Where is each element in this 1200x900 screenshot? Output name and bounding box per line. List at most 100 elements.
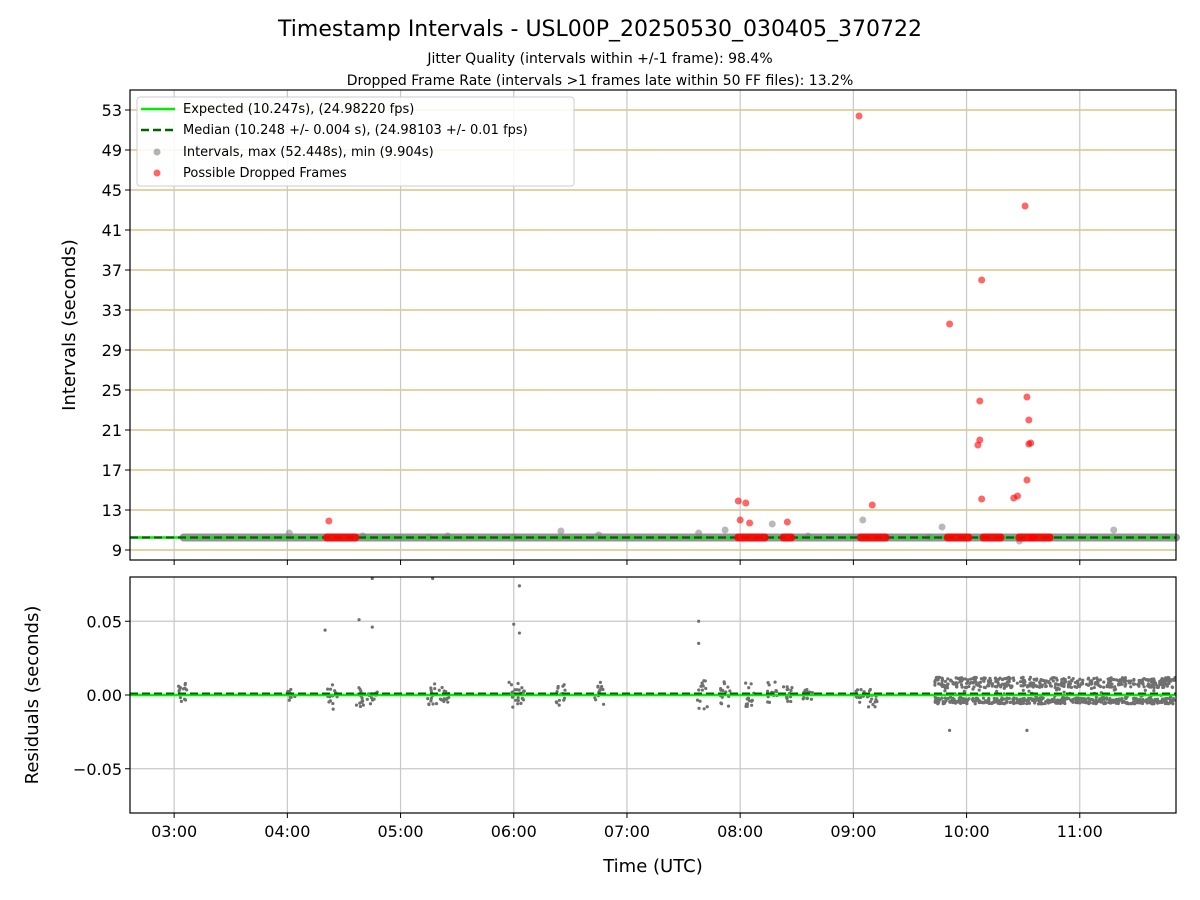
residual-point: [1112, 677, 1116, 682]
residual-point: [1160, 700, 1164, 705]
residual-point: [1027, 701, 1032, 705]
residual-point: [182, 697, 187, 701]
residual-point: [774, 688, 778, 693]
intervals-y-tick-label: 17: [102, 461, 122, 480]
residual-point: [1026, 698, 1031, 703]
residual-point: [1110, 685, 1114, 689]
residual-point: [698, 699, 702, 703]
residual-point: [1028, 682, 1032, 686]
residual-outlier-point: [357, 618, 361, 622]
residual-point: [429, 699, 433, 703]
residual-point: [359, 689, 363, 693]
residual-point: [1095, 676, 1099, 680]
legend: Expected (10.247s), (24.98220 fps) Media…: [136, 96, 575, 187]
residual-point: [1123, 679, 1128, 683]
residual-point: [1123, 676, 1127, 680]
residuals-data: [130, 576, 1177, 733]
residual-point: [1067, 680, 1071, 684]
residual-point: [944, 699, 948, 703]
intervals-y-tick-label: 53: [102, 101, 122, 120]
residual-point: [871, 702, 875, 707]
residual-outlier-point: [697, 619, 701, 623]
residual-point: [993, 676, 998, 680]
residual-point: [1014, 696, 1019, 701]
residual-point: [178, 696, 182, 700]
residual-point: [1114, 701, 1118, 705]
x-axis-label: Time (UTC): [602, 856, 703, 877]
residual-point: [746, 696, 751, 700]
x-tick-label: 11:00: [1057, 822, 1103, 841]
residual-point: [1073, 685, 1077, 689]
residual-point: [1084, 682, 1089, 686]
residual-point: [288, 695, 292, 699]
residual-point: [1146, 679, 1151, 683]
residual-outlier-point: [370, 625, 374, 629]
residual-point: [951, 700, 955, 705]
residual-point: [1142, 685, 1146, 689]
residual-point: [516, 698, 520, 703]
residual-point: [1041, 696, 1045, 700]
residual-point: [987, 697, 991, 702]
residual-point: [960, 685, 964, 689]
intervals-y-tick-label: 13: [102, 501, 122, 520]
residual-point: [1044, 679, 1048, 683]
interval-point: [695, 529, 703, 537]
residual-point: [326, 687, 330, 691]
residual-outlier-point: [947, 728, 952, 733]
residual-point: [1102, 685, 1106, 689]
residual-point: [1021, 688, 1025, 692]
intervals-data: [130, 112, 1180, 545]
residual-point: [429, 696, 433, 701]
residual-point: [943, 689, 947, 693]
residual-point: [520, 686, 524, 690]
residual-point: [444, 689, 448, 694]
residual-point: [1117, 698, 1122, 702]
residual-point: [1007, 696, 1011, 701]
residual-point: [940, 679, 944, 683]
residual-cluster: [437, 685, 451, 704]
residual-point: [948, 695, 953, 699]
residual-point: [562, 683, 566, 687]
residual-point: [719, 701, 723, 705]
residual-point: [514, 698, 518, 702]
residual-point: [1076, 684, 1081, 688]
residual-point: [726, 685, 730, 689]
residuals-plot: −0.05 0.00 0.05 03:00 04:00 05:00 06:00 07:00 08…: [22, 576, 1177, 877]
residual-point: [1151, 683, 1155, 687]
residual-point: [996, 698, 1001, 703]
interval-point: [285, 529, 293, 537]
residual-point: [1011, 676, 1015, 680]
residual-point: [940, 682, 944, 686]
residual-point: [1044, 684, 1048, 689]
dropped-frame-point: [1023, 393, 1031, 401]
residual-cluster: [744, 681, 756, 709]
residual-point: [368, 702, 373, 706]
residual-point: [786, 699, 790, 703]
residual-point: [563, 688, 567, 692]
residual-point: [977, 700, 981, 705]
residual-outlier-point: [697, 641, 701, 645]
residual-point: [1153, 698, 1157, 702]
x-tick-label: 08:00: [717, 822, 763, 841]
intervals-y-tick-label: 21: [102, 421, 122, 440]
residual-cluster: [177, 681, 189, 703]
legend-intervals-label: Intervals, max (52.448s), min (9.904s): [183, 145, 434, 160]
residual-point: [958, 676, 962, 680]
residual-point: [598, 680, 603, 685]
residual-point: [984, 699, 988, 703]
residual-point: [1016, 699, 1020, 704]
residual-point: [511, 690, 515, 694]
residual-point: [522, 689, 526, 693]
x-tick-label: 09:00: [830, 822, 876, 841]
residual-point: [328, 687, 333, 691]
residual-point: [1007, 679, 1011, 684]
residual-point: [745, 702, 750, 706]
residual-point: [1046, 701, 1051, 705]
residual-point: [328, 699, 333, 703]
dropped-frame-point: [978, 495, 986, 503]
residual-point: [975, 683, 979, 687]
residual-point: [557, 703, 561, 707]
residual-point: [1061, 677, 1066, 681]
residual-outlier-point: [431, 576, 435, 581]
residual-point: [331, 701, 335, 706]
